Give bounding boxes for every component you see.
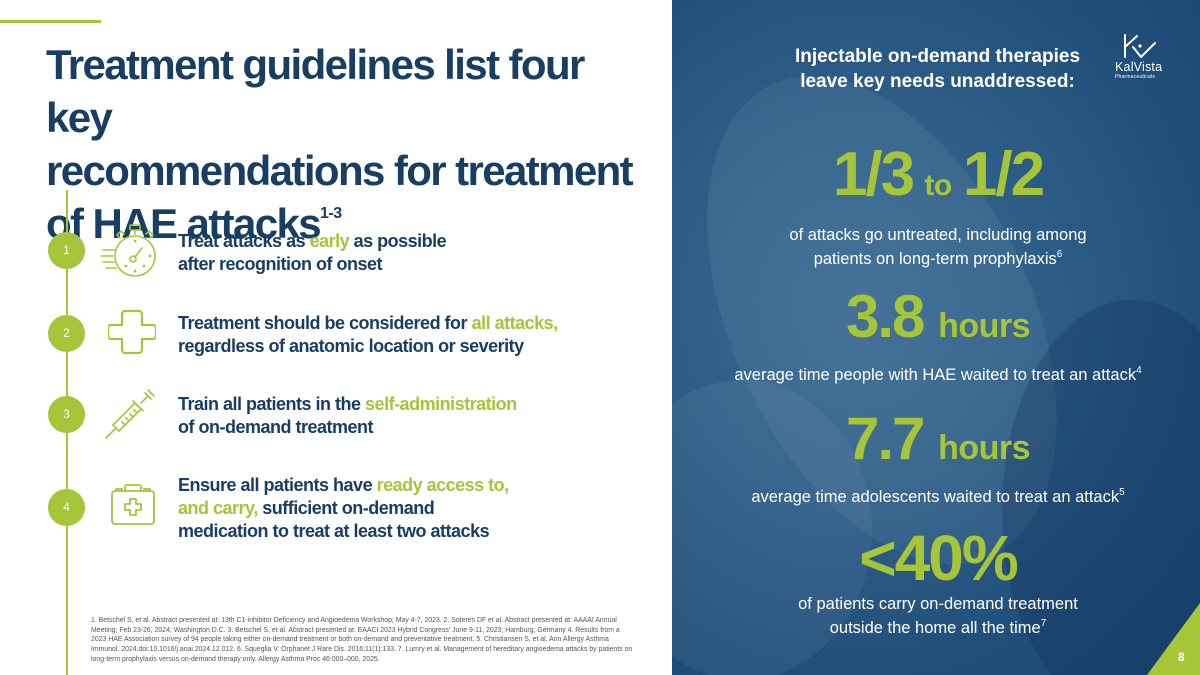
highlight-text: early xyxy=(309,231,350,251)
desc-line: outside the home all the time xyxy=(829,619,1041,637)
stat-carry-treatment: <40% of patients carry on-demand treatme… xyxy=(690,524,1186,643)
logo-mark-icon xyxy=(1124,34,1156,58)
stat-value: <40% xyxy=(859,522,1018,594)
text-segment: Ensure all patients have xyxy=(178,475,377,495)
text-segment: regardless of anatomic location or sever… xyxy=(178,336,524,356)
step-number-badge: 4 xyxy=(48,489,85,526)
recommendation-text: Treatment should be considered for all a… xyxy=(178,312,558,358)
text-segment: as possible xyxy=(349,231,447,251)
step-number-badge: 3 xyxy=(48,396,85,433)
background-photo-overlay xyxy=(672,380,872,675)
desc-line: of attacks go untreated, including among xyxy=(789,226,1087,244)
text-segment: of on-demand treatment xyxy=(178,417,374,437)
recommendation-text: Treat attacks as early as possible after… xyxy=(178,230,447,276)
panel-heading: Injectable on-demand therapies leave key… xyxy=(794,46,1081,92)
desc-line: average time people with HAE waited to t… xyxy=(734,366,1137,384)
syringe-icon xyxy=(104,388,156,440)
text-segment: medication to treat at least two attacks xyxy=(178,521,490,541)
medical-cross-icon xyxy=(106,308,158,356)
stat-value: 7.7 hours xyxy=(690,406,1186,481)
text-segment: after recognition of onset xyxy=(178,254,383,274)
ref-superscript: 6 xyxy=(1056,249,1063,260)
stat-value-b: 1/2 xyxy=(962,140,1045,209)
stat-hae-wait-time: 3.8 hours average time people with HAE w… xyxy=(690,284,1186,390)
text-segment: Treat attacks as xyxy=(178,231,310,251)
stat-connector: to xyxy=(924,169,952,202)
logo-subtitle: Pharmaceuticals xyxy=(1115,74,1155,80)
page-number: 8 xyxy=(1178,650,1185,664)
highlight-text: self-administration xyxy=(365,394,517,414)
stat-description: of attacks go untreated, including among… xyxy=(690,223,1186,274)
stopwatch-icon xyxy=(100,224,162,280)
recommendation-text: Ensure all patients have ready access to… xyxy=(178,474,509,543)
stat-value-a: 1/3 xyxy=(832,140,915,209)
text-segment: sufficient on-demand xyxy=(257,498,435,518)
step-number-badge: 1 xyxy=(48,232,85,269)
ref-superscript: 5 xyxy=(1119,487,1125,498)
stat-unit: hours xyxy=(938,307,1031,345)
stat-description: of patients carry on-demand treatment ou… xyxy=(690,592,1186,643)
title-line-2: recommendations for treatment xyxy=(46,147,634,194)
highlight-text: ready access to, xyxy=(376,475,510,495)
highlight-text: and carry, xyxy=(178,498,258,518)
title-line-3: of HAE attacks xyxy=(46,200,322,247)
stat-description: average time people with HAE waited to t… xyxy=(690,363,1186,390)
recommendation-text: Train all patients in the self-administr… xyxy=(178,393,517,439)
desc-line: patients on long-term prophylaxis xyxy=(813,250,1057,268)
stat-untreated-attacks: 1/3 to 1/2 of attacks go untreated, incl… xyxy=(690,140,1186,274)
logo-name: KalVista xyxy=(1115,60,1163,74)
stat-unit: hours xyxy=(938,429,1031,467)
stat-adolescent-wait-time: 7.7 hours average time adolescents waite… xyxy=(690,406,1186,512)
text-segment: Treatment should be considered for xyxy=(178,313,472,333)
text-segment: Train all patients in the xyxy=(178,394,366,414)
kalvista-logo: KalVista Pharmaceuticals xyxy=(1115,33,1175,85)
stat-value: 1/3 to 1/2 xyxy=(690,140,1186,221)
desc-line: average time adolescents waited to treat… xyxy=(751,488,1120,506)
references-footnote: 1. Betschel S, et al. Abstract presented… xyxy=(91,617,633,663)
title-line-1: Treatment guidelines list four key xyxy=(46,41,585,141)
stat-description: average time adolescents waited to treat… xyxy=(690,485,1186,512)
stats-panel xyxy=(672,0,1200,675)
stat-number: 3.8 xyxy=(845,283,925,350)
highlight-text: all attacks, xyxy=(471,313,559,333)
ref-superscript: 4 xyxy=(1136,365,1142,376)
ref-superscript: 7 xyxy=(1040,618,1047,629)
step-number-badge: 2 xyxy=(48,315,85,352)
first-aid-kit-icon xyxy=(110,482,156,526)
stat-value: 3.8 hours xyxy=(690,284,1186,359)
page-title: Treatment guidelines list four key recom… xyxy=(46,38,656,260)
accent-line xyxy=(0,20,101,23)
title-superscript: 1-3 xyxy=(320,205,342,222)
stat-number: 7.7 xyxy=(845,405,925,472)
desc-line: of patients carry on-demand treatment xyxy=(798,595,1078,613)
